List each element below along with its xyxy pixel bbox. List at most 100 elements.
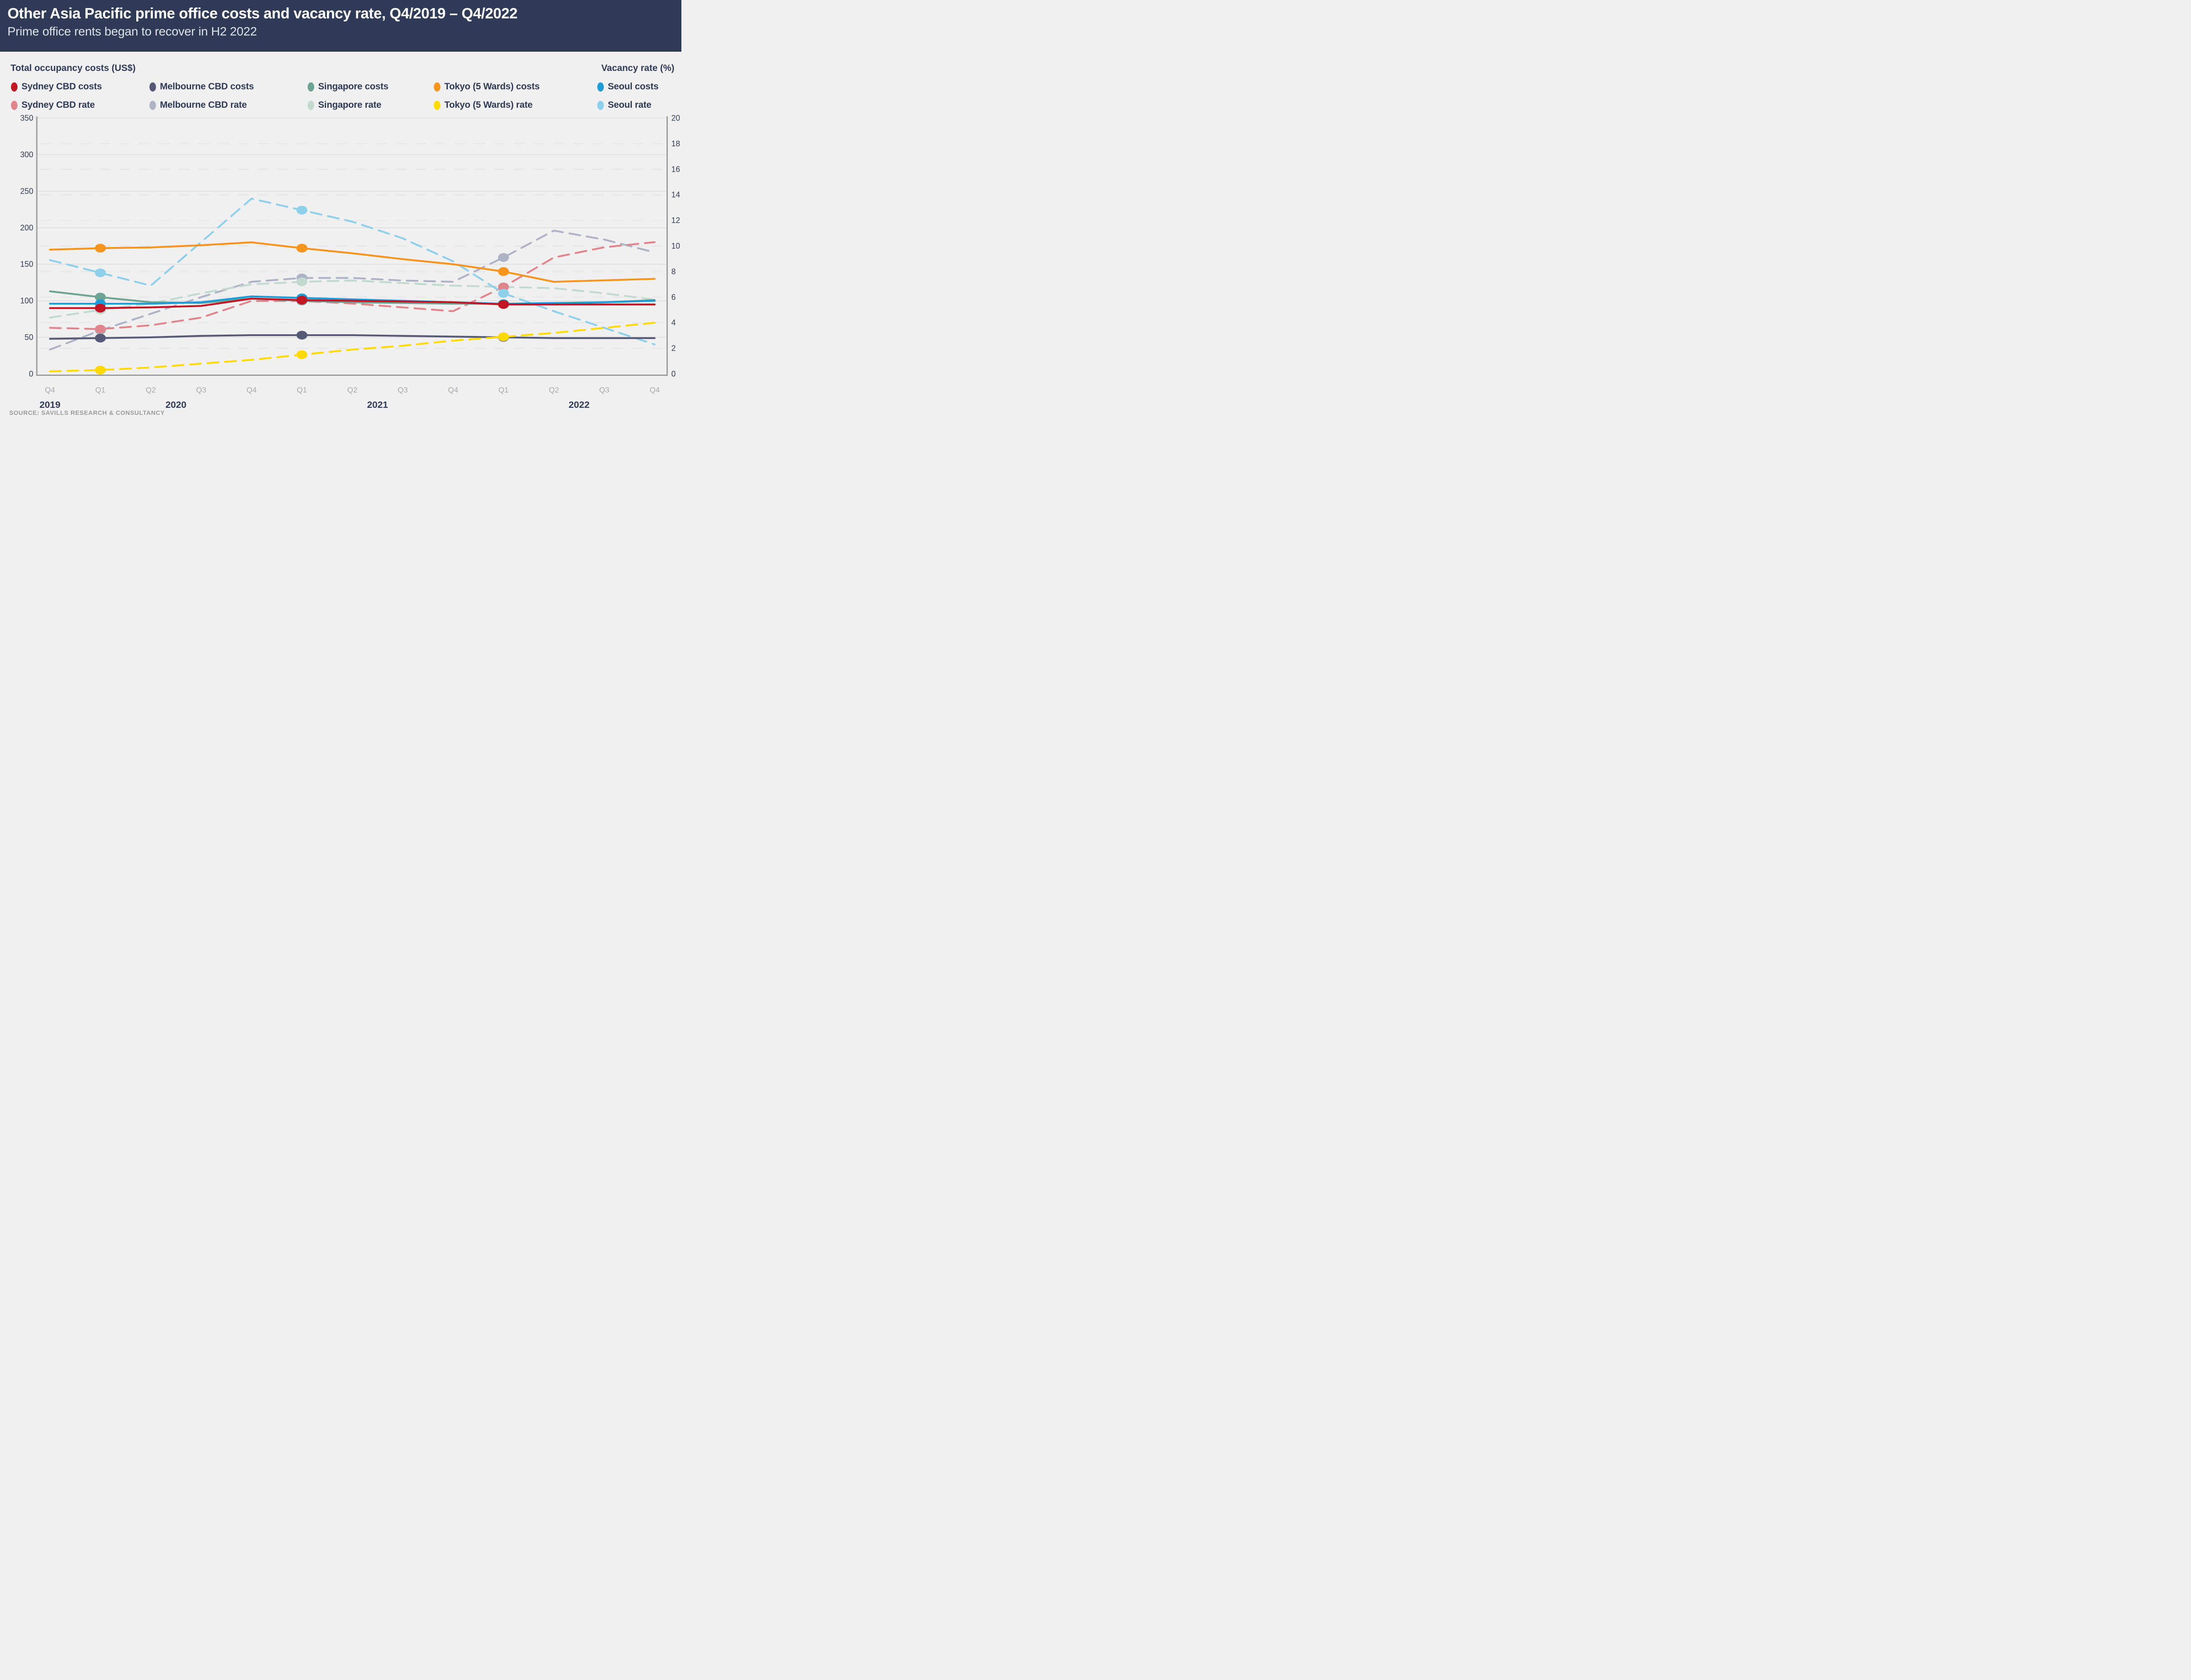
legend-item-seoul-rate: Seoul rate [597,99,652,111]
series-marker-melbourne-cbd-costs [296,331,308,340]
x-tick-label: Q3 [397,386,408,394]
series-marker-seoul-rate [296,205,308,215]
series-line-sydney-cbd-costs [49,297,656,309]
y-right-tick-label: 2 [671,344,676,353]
legend-dot-icon [308,100,314,110]
x-tick-label: Q3 [196,386,206,394]
legend-dot-icon [597,100,604,110]
y-left-tick-label: 200 [20,223,33,232]
year-label: 2020 [166,400,187,410]
legend-item-sydney-cbd-costs: Sydney CBD costs [11,81,102,92]
series-marker-melbourne-cbd-rate [498,253,509,262]
year-label: 2019 [39,400,60,410]
series-marker-sydney-cbd-costs [498,300,509,309]
y-left-tick-label: 100 [20,297,33,305]
y-left-tick-label: 350 [20,114,33,123]
series-line-singapore-rate [49,279,656,319]
legend-item-singapore-costs: Singapore costs [308,81,389,92]
series-marker-seoul-rate [498,289,509,298]
series-marker-tokyo-5-wards-rate [498,332,509,341]
series-marker-singapore-costs [95,293,106,302]
source-credit: SOURCE: SAVILLS RESEARCH & CONSULTANCY [9,409,165,416]
y-left-tick-label: 250 [20,187,33,195]
series-line-tokyo-5-wards-rate [49,322,656,372]
x-tick-label: Q2 [347,386,357,394]
y-right-tick-label: 10 [671,242,680,251]
y-right-tick-label: 18 [671,139,680,148]
y-right-tick-label: 6 [671,293,676,301]
series-marker-tokyo-5-wards-costs [95,244,106,253]
series-marker-sydney-cbd-costs [296,295,308,304]
series-marker-melbourne-cbd-costs [95,333,106,343]
series-line-seoul-rate [49,198,656,346]
x-tick-label: Q1 [498,386,508,394]
legend-item-sydney-cbd-rate: Sydney CBD rate [11,99,95,111]
legend-dot-icon [434,100,440,110]
y-right-tick-label: 0 [671,370,676,378]
legend-dot-icon [149,100,156,110]
legend-item-melbourne-cbd-rate: Melbourne CBD rate [149,99,247,111]
legend-item-label: Seoul costs [608,81,659,92]
y-left-tick-label: 50 [25,333,33,342]
x-tick-label: Q2 [145,386,156,394]
legend-dot-icon [149,82,156,92]
series-marker-sydney-cbd-costs [95,304,106,313]
y-left-tick-label: 300 [20,150,33,159]
line-chart: 35030025020015010050020181614121086420Q4… [20,114,680,410]
series-marker-tokyo-5-wards-costs [296,244,308,253]
legend-item-tokyo-5-wards-rate: Tokyo (5 Wards) rate [434,99,533,111]
y-left-tick-label: 0 [29,370,33,378]
series-marker-singapore-rate [296,277,308,286]
y-right-tick-label: 12 [671,216,680,225]
x-tick-label: Q1 [95,386,105,394]
x-tick-label: Q2 [549,386,559,394]
legend-dot-icon [11,100,18,110]
legend-item-label: Seoul rate [608,100,652,110]
legend-item-label: Sydney CBD costs [21,81,102,92]
legend-item-melbourne-cbd-costs: Melbourne CBD costs [149,81,254,92]
legend-dot-icon [597,82,604,92]
series-line-melbourne-cbd-rate [49,230,656,351]
year-label: 2021 [367,400,388,410]
series-marker-tokyo-5-wards-costs [498,267,509,276]
series-marker-sydney-cbd-rate [498,282,509,291]
y-right-tick-label: 8 [671,267,676,276]
legend-dot-icon [308,82,314,92]
page-subtitle: Prime office rents began to recover in H… [7,24,257,38]
legend-item-label: Singapore costs [318,81,389,92]
series-marker-seoul-rate [95,268,106,277]
series-marker-tokyo-5-wards-rate [296,350,308,359]
series-line-melbourne-cbd-costs [49,334,656,340]
legend-item-singapore-rate: Singapore rate [308,99,381,111]
legend-item-tokyo-5-wards-costs: Tokyo (5 Wards) costs [434,81,540,92]
legend-dot-icon [11,82,18,92]
x-tick-label: Q3 [599,386,609,394]
y-right-tick-label: 16 [671,165,680,173]
x-tick-label: Q1 [297,386,307,394]
legend-item-label: Melbourne CBD rate [160,100,247,110]
x-tick-label: Q4 [448,386,458,394]
page-title: Other Asia Pacific prime office costs an… [7,5,518,22]
series-line-tokyo-5-wards-costs [49,241,656,283]
series-line-sydney-cbd-rate [49,241,656,330]
legend-dot-icon [434,82,440,92]
legend-item-label: Tokyo (5 Wards) costs [444,81,540,92]
year-label: 2022 [569,400,590,410]
series-line-seoul-costs [49,295,656,305]
y-right-tick-label: 14 [671,191,680,199]
legend-heading-costs: Total occupancy costs (US$) [11,63,136,73]
x-tick-label: Q4 [246,386,257,394]
legend-item-label: Tokyo (5 Wards) rate [444,100,533,110]
legend-item-label: Melbourne CBD costs [160,81,254,92]
series-marker-sydney-cbd-rate [95,325,106,334]
y-right-tick-label: 4 [671,318,676,327]
legend-item-label: Singapore rate [318,100,382,110]
series-marker-tokyo-5-wards-rate [95,365,106,375]
header-banner: Other Asia Pacific prime office costs an… [0,0,681,52]
x-tick-label: Q4 [45,386,55,394]
x-tick-label: Q4 [649,386,660,394]
y-right-tick-label: 20 [671,114,680,123]
y-left-tick-label: 150 [20,260,33,269]
legend-item-seoul-costs: Seoul costs [597,81,659,92]
legend-item-label: Sydney CBD rate [21,100,95,110]
